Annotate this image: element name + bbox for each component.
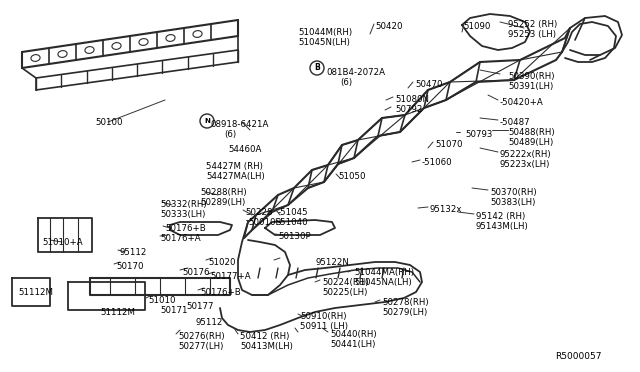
Text: 50413M(LH): 50413M(LH) [240, 342, 293, 351]
Text: R5000057: R5000057 [555, 352, 602, 361]
Text: 95112: 95112 [120, 248, 147, 257]
Text: 08918-6421A: 08918-6421A [210, 120, 268, 129]
Text: 50176: 50176 [182, 268, 209, 277]
Text: B: B [314, 64, 320, 73]
Text: 50910(RH): 50910(RH) [300, 312, 346, 321]
Text: 50370(RH): 50370(RH) [490, 188, 536, 197]
Text: 081B4-2072A: 081B4-2072A [326, 68, 385, 77]
Text: 50288(RH): 50288(RH) [200, 188, 246, 197]
Text: 50333(LH): 50333(LH) [160, 210, 205, 219]
Text: 50276(RH): 50276(RH) [178, 332, 225, 341]
Text: 51010: 51010 [148, 296, 175, 305]
Text: 50332(RH): 50332(RH) [160, 200, 207, 209]
Text: 50130P: 50130P [278, 232, 310, 241]
Text: 50176+B: 50176+B [200, 288, 241, 297]
Text: -50420+A: -50420+A [500, 98, 544, 107]
Text: 50470: 50470 [415, 80, 442, 89]
Text: 50176+B: 50176+B [165, 224, 205, 233]
Text: 95252 (RH): 95252 (RH) [508, 20, 557, 29]
Text: 95222x(RH): 95222x(RH) [500, 150, 552, 159]
Text: 54460A: 54460A [228, 145, 261, 154]
Text: 51080N: 51080N [395, 95, 429, 104]
Text: 50277(LH): 50277(LH) [178, 342, 223, 351]
Text: 50489(LH): 50489(LH) [508, 138, 553, 147]
Text: 51045NA(LH): 51045NA(LH) [354, 278, 412, 287]
Text: 95143M(LH): 95143M(LH) [476, 222, 529, 231]
Text: 50278(RH): 50278(RH) [382, 298, 429, 307]
Text: 50390(RH): 50390(RH) [508, 72, 554, 81]
Text: 95122N: 95122N [316, 258, 350, 267]
Text: 54427M (RH): 54427M (RH) [206, 162, 263, 171]
Text: 51112M: 51112M [18, 288, 53, 297]
Text: 50412 (RH): 50412 (RH) [240, 332, 289, 341]
Text: 51010+A: 51010+A [42, 238, 83, 247]
Text: -51045: -51045 [278, 208, 308, 217]
Text: 50383(LH): 50383(LH) [490, 198, 536, 207]
Text: (6): (6) [224, 130, 236, 139]
Text: 50911 (LH): 50911 (LH) [300, 322, 348, 331]
Text: 50279(LH): 50279(LH) [382, 308, 428, 317]
Text: 95132x: 95132x [430, 205, 463, 214]
Text: 51070: 51070 [435, 140, 463, 149]
Text: 50420: 50420 [375, 22, 403, 31]
Text: 50171: 50171 [160, 306, 188, 315]
Text: 51112M: 51112M [100, 308, 135, 317]
Text: 54427MA(LH): 54427MA(LH) [206, 172, 265, 181]
Text: 95142 (RH): 95142 (RH) [476, 212, 525, 221]
Text: -50487: -50487 [500, 118, 531, 127]
Text: 95112: 95112 [196, 318, 223, 327]
Text: 95253 (LH): 95253 (LH) [508, 30, 556, 39]
Text: N: N [204, 118, 210, 124]
Text: 51044MA(RH): 51044MA(RH) [354, 268, 414, 277]
Text: 50793: 50793 [465, 130, 492, 139]
Text: (6): (6) [340, 78, 352, 87]
Text: 50177+A: 50177+A [210, 272, 251, 281]
Text: 50289(LH): 50289(LH) [200, 198, 245, 207]
Text: 50228: 50228 [245, 208, 273, 217]
Text: 51090: 51090 [463, 22, 490, 31]
Text: -51060: -51060 [422, 158, 452, 167]
Text: 50792: 50792 [395, 105, 422, 114]
Text: 51020: 51020 [208, 258, 236, 267]
Text: 51050: 51050 [338, 172, 365, 181]
Text: 50100: 50100 [95, 118, 122, 127]
Text: 51044M(RH): 51044M(RH) [298, 28, 352, 37]
Text: 50441(LH): 50441(LH) [330, 340, 376, 349]
Text: 95223x(LH): 95223x(LH) [500, 160, 550, 169]
Text: 51045N(LH): 51045N(LH) [298, 38, 350, 47]
Text: -51040: -51040 [278, 218, 308, 227]
Text: 50010B: 50010B [248, 218, 282, 227]
Text: 50176+A: 50176+A [160, 234, 200, 243]
Text: 50225(LH): 50225(LH) [322, 288, 367, 297]
Text: 50170: 50170 [116, 262, 143, 271]
Text: 50391(LH): 50391(LH) [508, 82, 553, 91]
Text: 50440(RH): 50440(RH) [330, 330, 376, 339]
Text: 50488(RH): 50488(RH) [508, 128, 555, 137]
Text: 50224(RH): 50224(RH) [322, 278, 369, 287]
Text: 50177: 50177 [186, 302, 214, 311]
